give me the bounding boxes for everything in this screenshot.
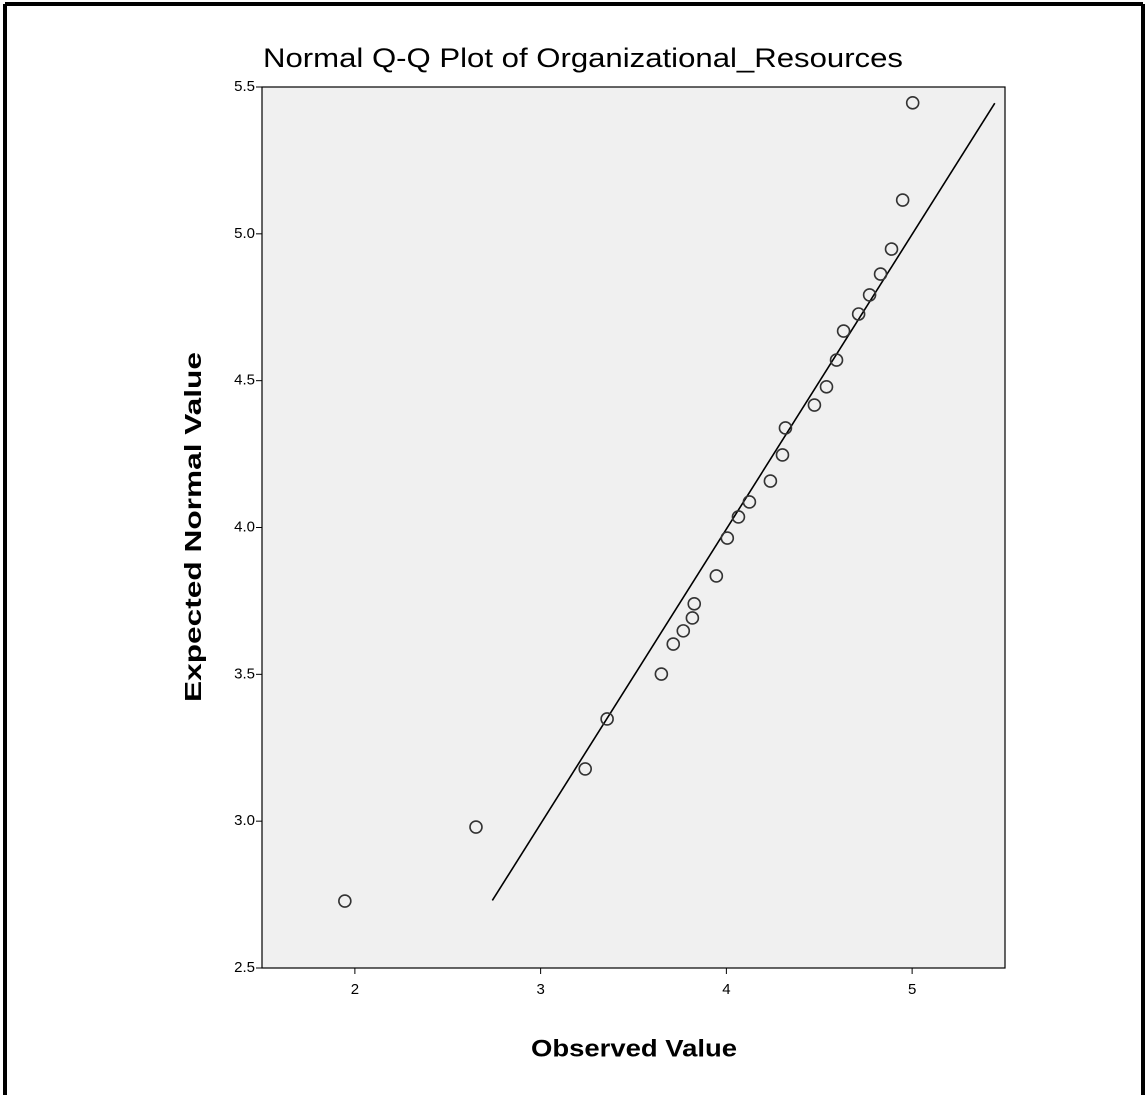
y-tick-label: 3.0	[234, 812, 255, 829]
point	[775, 448, 790, 462]
point	[862, 288, 877, 302]
point	[578, 762, 593, 776]
point	[731, 510, 746, 524]
point	[676, 624, 691, 638]
point	[905, 96, 920, 110]
point	[685, 611, 700, 625]
x-tick-label: 5	[908, 981, 916, 998]
point	[720, 531, 735, 545]
point	[709, 569, 724, 583]
point	[469, 820, 483, 834]
point	[600, 712, 614, 726]
point	[895, 193, 910, 207]
point	[884, 242, 899, 256]
point	[654, 667, 669, 681]
y-tick-label: 3.5	[234, 665, 255, 682]
point	[763, 474, 778, 488]
point	[687, 597, 702, 611]
point	[778, 421, 793, 435]
point	[807, 398, 822, 412]
x-axis-label: Observed Value	[531, 1035, 737, 1062]
y-tick-label: 2.5	[234, 959, 255, 976]
y-tick-label: 5.0	[234, 225, 255, 242]
point	[873, 267, 888, 281]
y-tick-label: 5.5	[234, 78, 255, 95]
plot-area	[261, 86, 1006, 969]
point	[829, 353, 844, 367]
point	[742, 495, 757, 509]
y-tick-label: 4.0	[234, 518, 255, 535]
point	[819, 380, 834, 394]
point	[666, 637, 681, 651]
point	[338, 894, 352, 908]
x-tick-label: 4	[722, 981, 730, 998]
y-axis-label: Expected Normal Value	[180, 352, 206, 702]
x-tick-label: 2	[351, 981, 359, 998]
point	[836, 324, 851, 338]
chart-title: Normal Q-Q Plot of Organizational_Resour…	[263, 43, 903, 73]
y-tick-label: 4.5	[234, 372, 255, 389]
point	[851, 307, 866, 321]
x-tick-label: 3	[536, 981, 544, 998]
